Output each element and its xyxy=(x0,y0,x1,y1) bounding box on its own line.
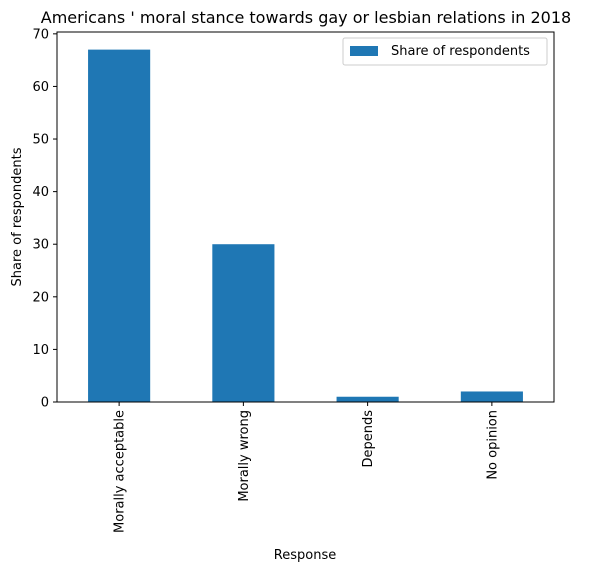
bar-no-opinion xyxy=(460,391,523,402)
y-axis-ticks: 0 10 20 30 40 50 60 70 xyxy=(32,27,57,411)
x-tick-label: Morally acceptable xyxy=(113,410,128,533)
y-tick-label: 70 xyxy=(32,27,49,42)
plot-frame xyxy=(56,31,555,403)
legend-frame xyxy=(342,37,548,66)
x-tick-label: No opinion xyxy=(485,410,500,480)
bar-depends xyxy=(336,396,399,402)
legend: Share of respondents xyxy=(342,37,548,66)
legend-label: Share of respondents xyxy=(391,44,530,59)
bar-morally-wrong xyxy=(212,244,275,402)
chart-title: Americans ' moral stance towards gay or … xyxy=(41,8,571,27)
x-axis-label: Response xyxy=(274,548,336,563)
y-tick-label: 0 xyxy=(41,396,49,411)
y-tick-label: 40 xyxy=(32,185,49,200)
x-tick-label: Depends xyxy=(361,410,376,468)
y-tick-label: 10 xyxy=(32,343,49,358)
bars-group xyxy=(88,49,523,402)
y-tick-label: 50 xyxy=(32,133,49,148)
y-axis-label: Share of respondents xyxy=(10,147,25,286)
x-axis-ticks: Morally acceptable Morally wrong Depends No… xyxy=(113,402,500,533)
y-tick-label: 20 xyxy=(32,290,49,305)
bar-morally-acceptable xyxy=(88,49,151,402)
x-tick-label: Morally wrong xyxy=(237,410,252,502)
y-tick-label: 30 xyxy=(32,238,49,253)
legend-swatch xyxy=(350,46,378,56)
y-tick-label: 60 xyxy=(32,80,49,95)
